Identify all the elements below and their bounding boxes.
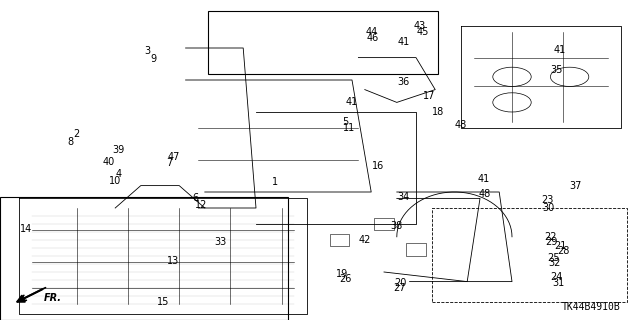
Text: 6: 6 bbox=[192, 193, 198, 204]
Text: 17: 17 bbox=[422, 91, 435, 101]
Text: 33: 33 bbox=[214, 236, 227, 247]
Text: 44: 44 bbox=[365, 27, 378, 37]
Text: FR.: FR. bbox=[44, 293, 61, 303]
Text: TK44B4910B: TK44B4910B bbox=[562, 302, 621, 312]
Bar bbox=[208, 11, 438, 74]
Text: 23: 23 bbox=[541, 195, 554, 205]
Text: 36: 36 bbox=[397, 76, 410, 87]
Text: 10: 10 bbox=[109, 176, 122, 186]
Text: 41: 41 bbox=[346, 97, 358, 108]
Text: 48: 48 bbox=[454, 120, 467, 130]
Bar bbox=[374, 218, 394, 230]
Text: 30: 30 bbox=[542, 203, 555, 213]
Text: 13: 13 bbox=[166, 256, 179, 266]
Text: 27: 27 bbox=[394, 283, 406, 293]
Text: 18: 18 bbox=[432, 107, 445, 117]
Text: 38: 38 bbox=[390, 220, 403, 231]
Text: 4: 4 bbox=[115, 169, 122, 180]
Text: 28: 28 bbox=[557, 246, 570, 256]
Text: 35: 35 bbox=[550, 65, 563, 76]
Text: 7: 7 bbox=[166, 158, 173, 168]
Text: 41: 41 bbox=[554, 44, 566, 55]
Text: 19: 19 bbox=[336, 268, 349, 279]
Text: 8: 8 bbox=[67, 137, 74, 148]
Text: 46: 46 bbox=[367, 33, 380, 43]
Text: 34: 34 bbox=[397, 192, 410, 202]
Text: 25: 25 bbox=[547, 252, 560, 263]
Text: 12: 12 bbox=[195, 200, 208, 210]
Text: 14: 14 bbox=[19, 224, 32, 234]
Text: 29: 29 bbox=[545, 236, 558, 247]
Text: 9: 9 bbox=[150, 54, 157, 64]
Bar bbox=[0, 197, 288, 320]
Text: 21: 21 bbox=[554, 241, 566, 252]
Text: 20: 20 bbox=[394, 278, 406, 288]
Text: 37: 37 bbox=[570, 180, 582, 191]
Text: 11: 11 bbox=[342, 123, 355, 133]
Bar bbox=[406, 243, 426, 256]
Text: 47: 47 bbox=[168, 152, 180, 162]
Text: 16: 16 bbox=[371, 161, 384, 172]
Text: 43: 43 bbox=[413, 20, 426, 31]
Text: 2: 2 bbox=[74, 129, 80, 140]
Text: 45: 45 bbox=[416, 27, 429, 37]
Text: 41: 41 bbox=[397, 36, 410, 47]
Text: 48: 48 bbox=[479, 188, 492, 199]
Text: 41: 41 bbox=[477, 174, 490, 184]
Text: 15: 15 bbox=[157, 297, 170, 308]
Text: 24: 24 bbox=[550, 272, 563, 282]
Text: 3: 3 bbox=[144, 46, 150, 56]
Text: 42: 42 bbox=[358, 235, 371, 245]
Text: 5: 5 bbox=[342, 116, 349, 127]
Text: 22: 22 bbox=[544, 232, 557, 242]
Bar bbox=[432, 208, 627, 302]
Text: 40: 40 bbox=[102, 156, 115, 167]
Text: 26: 26 bbox=[339, 274, 352, 284]
Text: 31: 31 bbox=[552, 278, 564, 288]
Text: 32: 32 bbox=[548, 258, 561, 268]
Text: 39: 39 bbox=[112, 145, 125, 156]
Bar bbox=[330, 234, 349, 246]
Text: 1: 1 bbox=[272, 177, 278, 188]
